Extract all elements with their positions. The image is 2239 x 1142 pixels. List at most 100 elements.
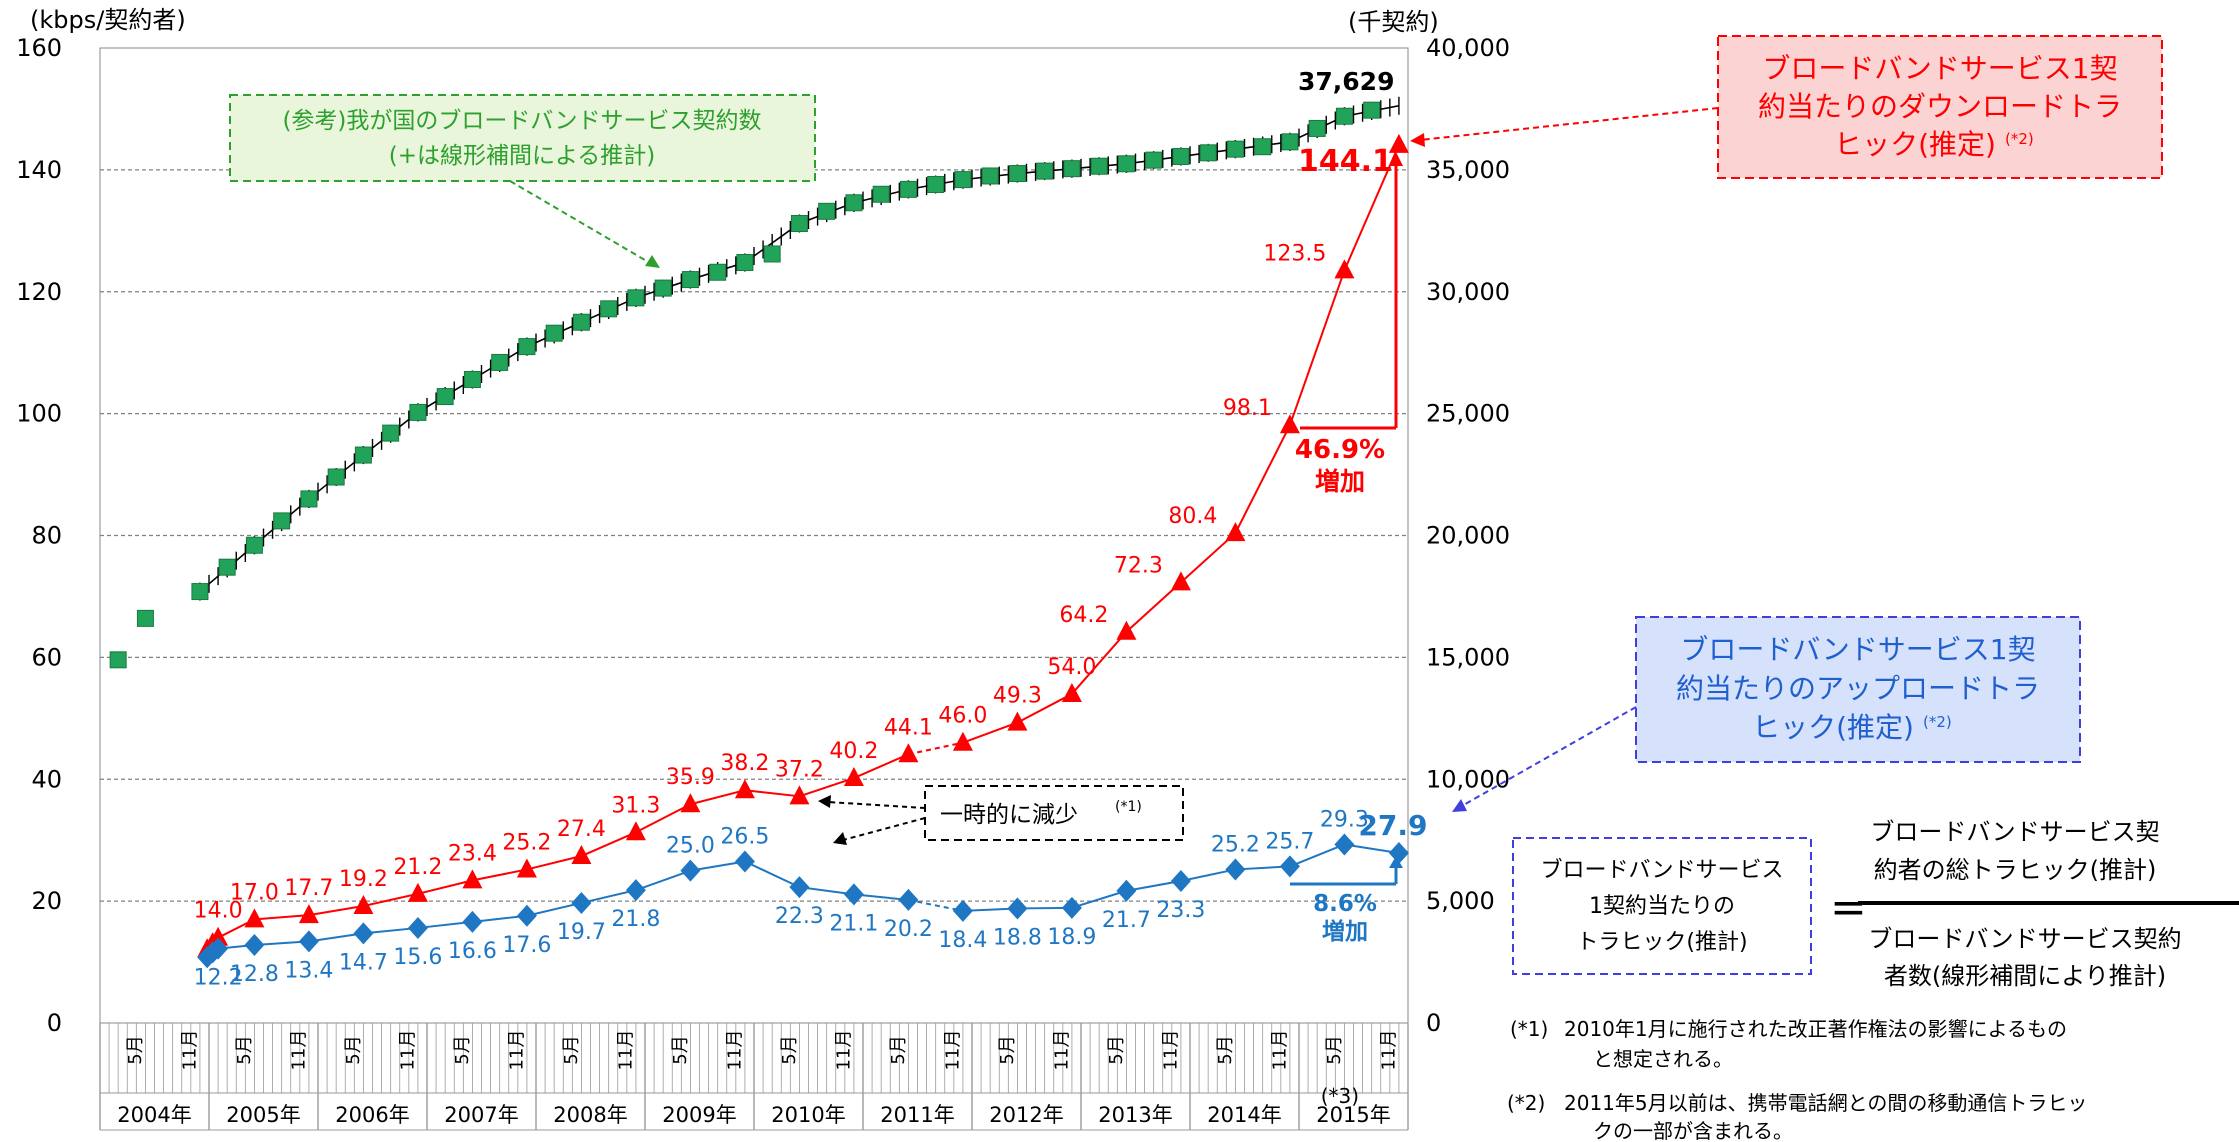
- upload-data-label: 20.2: [884, 917, 933, 942]
- contracts-point: [136, 609, 154, 627]
- upload-data-label: 18.8: [993, 925, 1042, 950]
- decrease-callout: 一時的に減少 (*1): [818, 785, 1184, 845]
- bb-callout: (参考)我が国のブロードバンドサービス契約数 (+は線形補間による推計): [229, 94, 816, 268]
- upload-point: [1116, 879, 1137, 902]
- series-segment: [1234, 424, 1291, 534]
- series-segment: [908, 898, 964, 912]
- formula-left-line1: ブロードバンドサービス: [1540, 858, 1783, 883]
- right-axis-unit: (千契約): [1348, 8, 1439, 36]
- series-segment: [799, 886, 855, 896]
- contracts-point: [1226, 140, 1244, 158]
- series-segment: [581, 831, 637, 857]
- month-tick-label: 11月: [288, 1030, 309, 1071]
- broadband-contracts-series: [109, 96, 1400, 669]
- upload-data-label: 15.6: [393, 945, 442, 970]
- upload-point: [1388, 841, 1409, 864]
- month-tick-label: 11月: [397, 1030, 418, 1071]
- download-data-label: 35.9: [666, 765, 715, 790]
- download-callout: ブロードバンドサービス1契 約当たりのダウンロードトラ ヒック(推定) (*2): [1410, 35, 2163, 179]
- series-segment: [1288, 270, 1346, 426]
- series-segment: [581, 889, 637, 904]
- series-segment: [308, 932, 364, 943]
- series-segment: [853, 753, 909, 779]
- month-tick-label: 5月: [125, 1035, 146, 1064]
- series-segment: [962, 721, 1018, 744]
- formula-equals: =: [1830, 882, 1867, 933]
- contracts-point: [572, 313, 590, 331]
- upload-data-label: 12.2: [194, 966, 243, 991]
- year-tick-label: 2010年: [771, 1103, 845, 1127]
- series-segment: [254, 914, 309, 921]
- contracts-point: [954, 171, 972, 189]
- contracts-point: [382, 424, 400, 442]
- series-segment: [635, 803, 691, 834]
- contracts-end-label: 37,629: [1298, 67, 1394, 96]
- upload-point: [1170, 870, 1191, 893]
- contracts-point: [218, 558, 236, 576]
- upload-point: [952, 899, 973, 922]
- upload-point: [353, 922, 374, 945]
- month-tick-label: 5月: [234, 1035, 255, 1064]
- download-data-label: 44.1: [884, 715, 933, 740]
- contracts-point: [1063, 160, 1081, 178]
- download-data-label: 98.1: [1223, 396, 1272, 421]
- contracts-point: [709, 263, 727, 281]
- upload-point: [244, 934, 265, 956]
- contracts-point: [845, 194, 863, 212]
- download-data-label: 21.2: [393, 855, 442, 880]
- month-tick-label: 11月: [1051, 1030, 1072, 1071]
- download-point: [353, 895, 374, 914]
- month-tick-label: 11月: [1160, 1030, 1181, 1071]
- upload-data-label: 25.0: [666, 834, 715, 859]
- upload-callout-line1: ブロードバンドサービス1契: [1680, 633, 2035, 666]
- download-point: [407, 882, 428, 902]
- left-tick-label: 60: [31, 643, 62, 671]
- footnote-1-line2: と想定される。: [1593, 1047, 1733, 1071]
- upload-point: [680, 859, 701, 882]
- contracts-point: [1117, 155, 1135, 173]
- series-segment: [526, 901, 582, 917]
- upload-point: [625, 879, 646, 902]
- contracts-point: [627, 289, 645, 307]
- left-tick-label: 80: [31, 522, 62, 550]
- download-point: [789, 785, 810, 805]
- download-point: [1225, 522, 1246, 542]
- series-segment: [472, 868, 528, 882]
- contracts-point: [1281, 133, 1299, 151]
- download-point: [952, 731, 973, 751]
- download-data-label: 17.7: [284, 876, 333, 901]
- decrease-callout-text: 一時的に減少: [940, 802, 1078, 828]
- upload-data-label: 21.8: [611, 907, 660, 932]
- year-tick-label: 2013年: [1098, 1103, 1172, 1127]
- month-tick-label: 5月: [779, 1035, 800, 1064]
- upload-point: [298, 930, 319, 953]
- upload-increase: 8.6% 増加: [1290, 856, 1403, 945]
- download-point: [1007, 711, 1028, 731]
- upload-point: [789, 876, 810, 899]
- contracts-point: [436, 388, 454, 406]
- upload-data-label: 17.6: [502, 933, 551, 958]
- right-tick-label: 5,000: [1426, 887, 1495, 915]
- left-tick-label: 160: [16, 34, 62, 62]
- upload-point: [516, 904, 537, 927]
- contracts-point: [518, 338, 536, 356]
- upload-data-label: 18.4: [938, 928, 987, 953]
- month-tick-label: 5月: [1215, 1035, 1236, 1064]
- download-series: 14.017.0 17.7 19.2 21.223.4 25.227.431.335.9…: [194, 133, 1409, 958]
- contracts-point: [790, 215, 808, 232]
- upload-increase-pct: 8.6%: [1313, 891, 1377, 917]
- series-segment: [908, 741, 964, 756]
- upload-data-label: 16.6: [448, 939, 497, 964]
- series-segment: [1344, 843, 1400, 854]
- download-data-label: 54.0: [1047, 655, 1096, 680]
- download-data-label: 31.3: [611, 793, 660, 818]
- upload-data-label: 25.2: [1211, 832, 1260, 857]
- bb-callout-line2: (+は線形補間による推計): [389, 143, 656, 169]
- formula-numerator-line1: ブロードバンドサービス契: [1870, 818, 2159, 846]
- series-segment: [1071, 631, 1128, 695]
- upload-point: [208, 937, 229, 960]
- contracts-point: [273, 512, 291, 530]
- download-point: [843, 767, 864, 787]
- year-tick-label: 2007年: [444, 1103, 518, 1127]
- download-data-label: 64.2: [1059, 603, 1108, 628]
